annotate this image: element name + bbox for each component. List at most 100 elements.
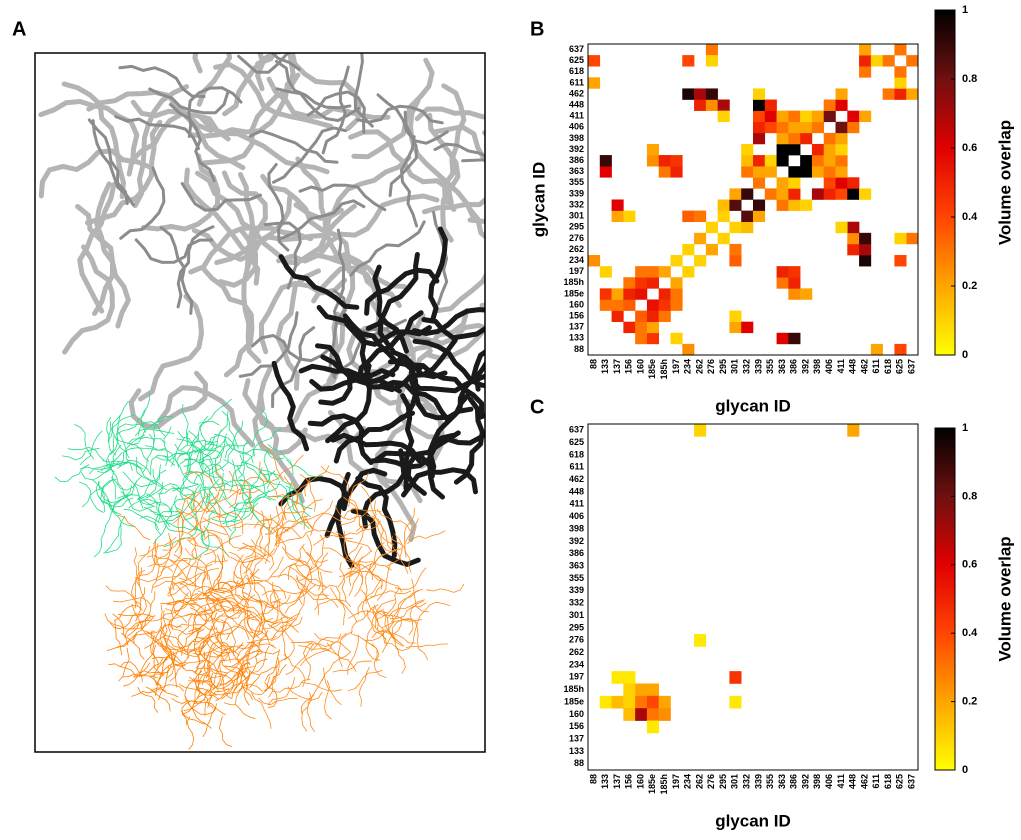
y-tick-label: 386: [569, 548, 584, 558]
strand: [211, 595, 237, 619]
strand: [432, 210, 449, 306]
y-tick-label: 363: [569, 560, 584, 570]
heat-cell: [800, 199, 813, 211]
strand: [265, 511, 284, 548]
heat-cell: [894, 343, 907, 356]
strand: [119, 661, 143, 682]
strand: [298, 552, 329, 582]
strand: [117, 459, 152, 476]
heat-cell: [599, 155, 612, 167]
colorbar: [934, 9, 956, 356]
strand: [114, 605, 143, 621]
strand: [155, 437, 185, 461]
strand: [301, 545, 333, 573]
y-tick-label: 301: [569, 211, 584, 221]
strand: [188, 430, 222, 454]
heat-cell: [717, 99, 730, 111]
strand: [203, 525, 231, 558]
strand: [221, 410, 239, 449]
strand: [192, 53, 266, 92]
strand: [251, 692, 272, 729]
strand: [334, 505, 369, 521]
strand: [252, 366, 308, 457]
heat-cell: [705, 221, 718, 234]
strand: [280, 626, 295, 661]
strand: [244, 504, 270, 535]
strand: [186, 628, 205, 659]
strand: [427, 112, 461, 243]
strand: [145, 445, 175, 467]
strand: [172, 651, 177, 688]
strand: [167, 581, 203, 595]
strand: [457, 349, 485, 413]
strand: [190, 607, 217, 622]
strand: [128, 370, 208, 430]
strand: [202, 517, 243, 528]
strand: [258, 472, 295, 490]
strand: [264, 657, 287, 692]
strand: [310, 633, 347, 652]
x-tick-label: 392: [800, 359, 810, 374]
strand: [270, 573, 306, 592]
strand: [370, 380, 445, 469]
strand: [184, 471, 218, 492]
heat-cell: [611, 299, 624, 311]
strand: [408, 600, 424, 636]
heat-cell: [823, 132, 836, 145]
strand: [198, 675, 235, 686]
strand: [131, 420, 163, 446]
heat-cell: [776, 199, 789, 211]
strand: [298, 557, 313, 594]
strand: [117, 514, 151, 541]
y-tick-label: 625: [569, 55, 584, 65]
heat-cell: [717, 110, 730, 123]
strand: [298, 183, 387, 212]
strand: [87, 118, 129, 206]
strand: [336, 586, 358, 623]
strand: [321, 651, 352, 681]
x-tick-label: 332: [741, 774, 751, 789]
heat-cell: [753, 132, 766, 145]
strand: [245, 479, 255, 520]
strand: [321, 65, 350, 155]
strand: [230, 556, 271, 564]
strand: [143, 506, 183, 518]
strand: [264, 682, 278, 709]
x-tick-label: 197: [671, 774, 681, 789]
y-tick-label: 448: [569, 99, 584, 109]
strand: [247, 642, 279, 655]
strand: [172, 486, 211, 496]
x-tick-label: 88: [588, 774, 598, 784]
y-tick-label: 355: [569, 573, 584, 583]
strand: [117, 494, 156, 508]
heat-cell: [729, 310, 742, 322]
strand: [106, 417, 117, 456]
heat-cell: [694, 424, 707, 437]
strand: [193, 678, 219, 700]
y-tick-label: 406: [569, 122, 584, 132]
strand: [386, 533, 403, 567]
strand: [242, 378, 305, 504]
strand: [188, 529, 227, 542]
x-tick-label: 234: [683, 359, 693, 374]
heat-cell: [682, 266, 695, 278]
strand: [92, 181, 115, 316]
strand: [184, 495, 220, 515]
strand: [157, 484, 199, 495]
strand: [298, 363, 396, 379]
strand: [254, 621, 281, 638]
x-tick-label: 156: [624, 359, 634, 374]
x-tick-label: 398: [812, 359, 822, 374]
colorbar-tick-label: 0: [962, 764, 968, 776]
x-tick-label: 625: [895, 774, 905, 789]
x-tick-label: 160: [635, 359, 645, 374]
strand: [254, 556, 284, 584]
heat-cell: [847, 243, 860, 256]
heat-cell: [658, 166, 671, 178]
strand: [243, 605, 255, 646]
strand: [131, 603, 154, 640]
x-tick-label: 363: [777, 774, 787, 789]
heat-cell: [646, 310, 660, 322]
strand: [162, 537, 198, 551]
x-tick-label: 295: [718, 359, 728, 374]
